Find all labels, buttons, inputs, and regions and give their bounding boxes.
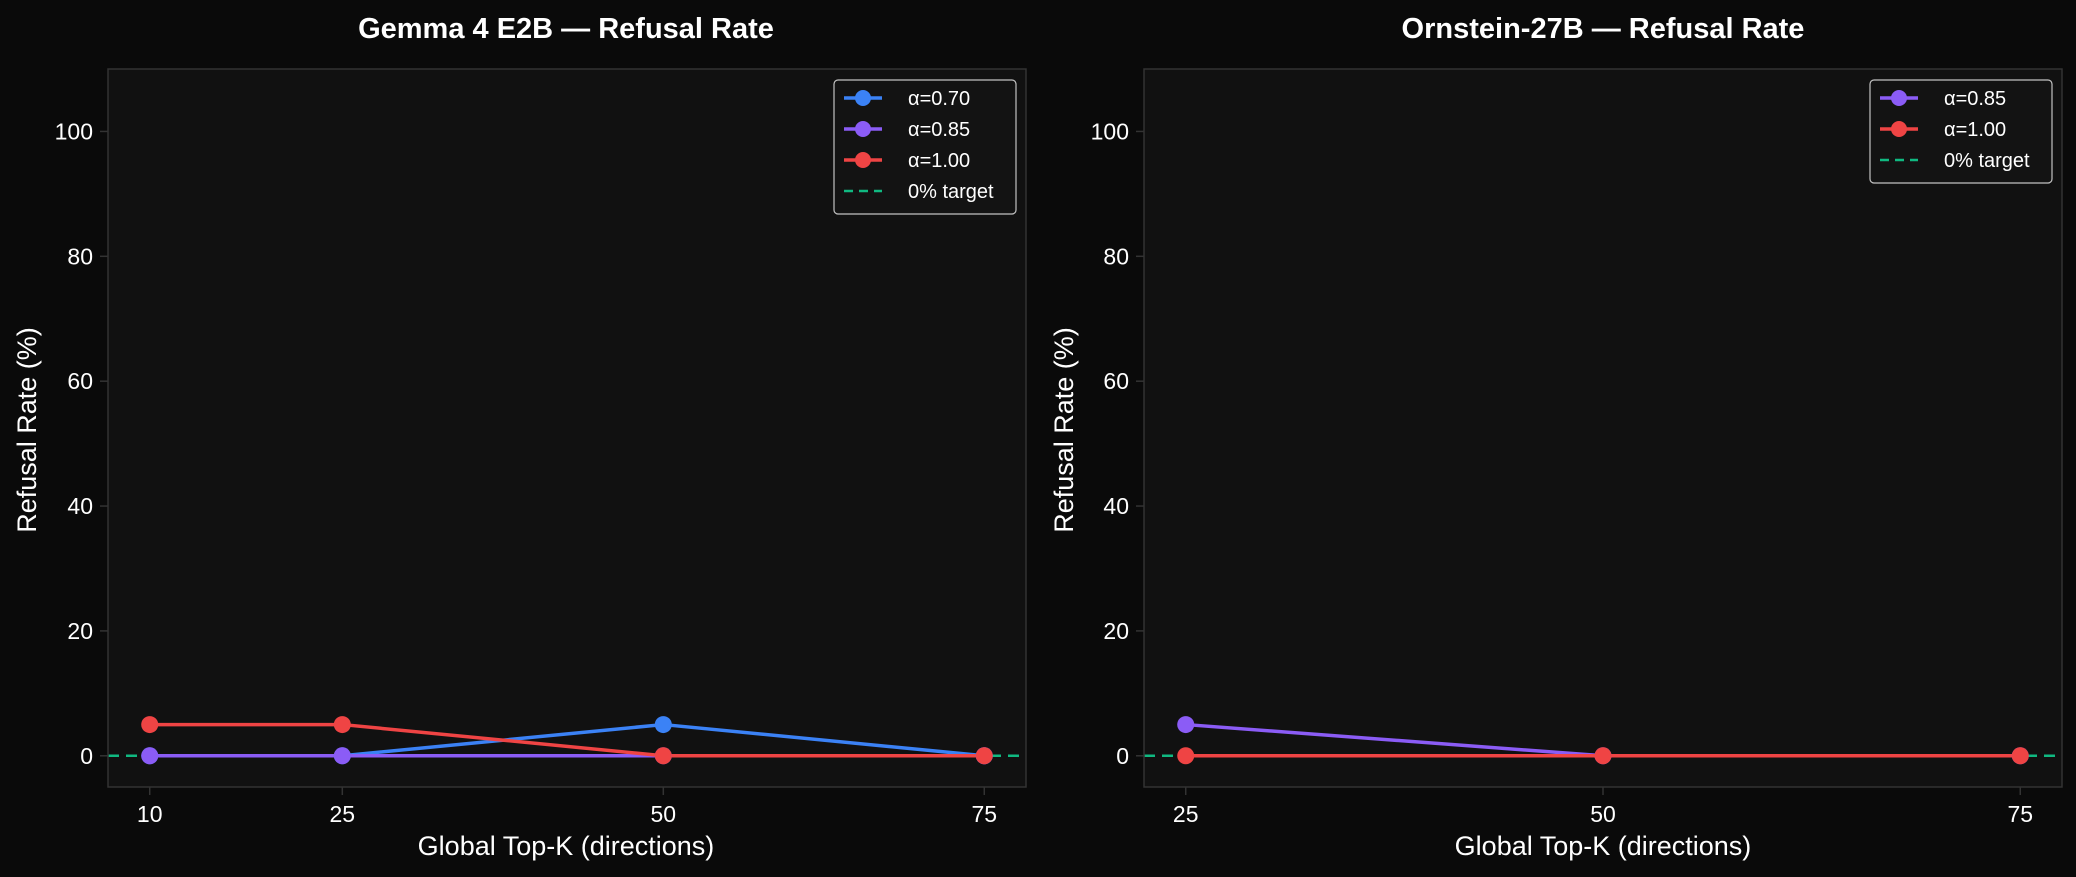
legend-marker: [855, 121, 871, 137]
chart-panel-gemma: Gemma 4 E2B — Refusal Rate Refusal Rate …: [12, 13, 1027, 861]
legend-label: α=0.85: [1944, 88, 2006, 110]
x-axis: 25 50 75: [1173, 787, 2033, 827]
legend-box: [1869, 79, 2053, 184]
legend-label: 0% target: [908, 181, 994, 203]
data-point: [333, 747, 351, 765]
data-point: [654, 747, 672, 765]
legend-label: α=1.00: [1944, 119, 2006, 141]
y-tick-label: 60: [1103, 368, 1129, 394]
chart-title: Gemma 4 E2B — Refusal Rate: [358, 13, 774, 45]
y-axis: 0 20 40 60 80 100: [55, 118, 108, 769]
legend-marker: [855, 90, 871, 106]
legend-label: α=0.70: [908, 88, 970, 110]
x-tick-label: 75: [2007, 801, 2033, 827]
y-tick-label: 20: [1103, 618, 1129, 644]
x-tick-label: 75: [971, 801, 997, 827]
data-point: [975, 747, 993, 765]
legend-label: α=1.00: [908, 150, 970, 172]
y-tick-label: 40: [1103, 493, 1129, 519]
data-point: [1594, 747, 1612, 765]
y-tick-label: 60: [67, 368, 93, 394]
y-tick-label: 100: [55, 118, 93, 144]
x-axis: 10 25 50 75: [137, 787, 997, 827]
chart-title: Ornstein-27B — Refusal Rate: [1402, 13, 1805, 45]
y-tick-label: 20: [67, 618, 93, 644]
plot-frame: [1143, 68, 2063, 788]
y-tick-label: 80: [67, 243, 93, 269]
y-axis-label: Refusal Rate (%): [12, 327, 42, 533]
data-point: [141, 716, 159, 734]
legend-label: α=0.85: [908, 119, 970, 141]
data-point: [333, 716, 351, 734]
x-tick-label: 10: [137, 801, 163, 827]
y-tick-label: 100: [1091, 118, 1129, 144]
data-point: [141, 747, 159, 765]
x-tick-label: 50: [650, 801, 676, 827]
data-point: [1177, 716, 1195, 734]
legend: α=0.70 α=0.85 α=1.00 0% target: [833, 79, 1017, 215]
x-tick-label: 25: [330, 801, 356, 827]
series-line: [149, 722, 985, 758]
legend-marker: [1891, 121, 1907, 137]
y-axis-label: Refusal Rate (%): [1049, 327, 1079, 533]
legend: α=0.85 α=1.00 0% target: [1869, 79, 2053, 184]
plot-frame: [107, 68, 1027, 788]
legend-box: [833, 79, 1017, 215]
y-tick-label: 40: [67, 493, 93, 519]
plot-area: [1144, 69, 2062, 787]
legend-label: 0% target: [1944, 150, 2030, 172]
x-axis-label: Global Top-K (directions): [418, 831, 715, 861]
legend-marker: [855, 152, 871, 168]
y-tick-label: 80: [1103, 243, 1129, 269]
chart-panel-ornstein: Ornstein-27B — Refusal Rate Refusal Rate…: [1049, 13, 2063, 861]
y-tick-label: 0: [1116, 743, 1129, 769]
y-axis: 0 20 40 60 80 100: [1091, 118, 1144, 769]
legend-marker: [1891, 90, 1907, 106]
x-tick-label: 25: [1173, 801, 1199, 827]
x-axis-label: Global Top-K (directions): [1455, 831, 1752, 861]
data-point: [2011, 747, 2029, 765]
data-point: [1177, 747, 1195, 765]
x-tick-label: 50: [1590, 801, 1616, 827]
data-point: [654, 716, 672, 734]
y-tick-label: 0: [80, 743, 93, 769]
